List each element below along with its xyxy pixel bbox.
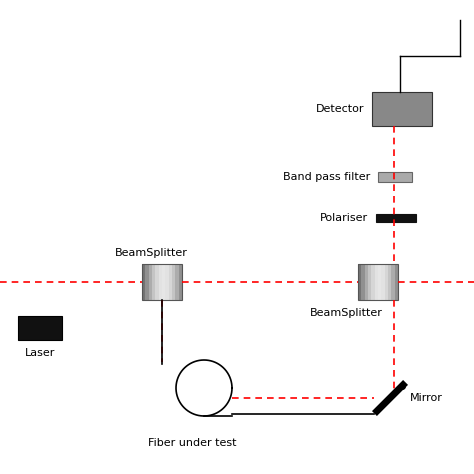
Bar (361, 264, 365, 300)
Bar (169, 264, 172, 300)
Bar (162, 264, 165, 300)
Text: Polariser: Polariser (320, 213, 368, 223)
Bar (395, 264, 398, 300)
Bar (172, 264, 175, 300)
Bar (175, 264, 179, 300)
Text: BeamSplitter: BeamSplitter (115, 248, 188, 258)
Text: BeamSplitter: BeamSplitter (310, 308, 383, 318)
Bar (372, 92, 432, 126)
Bar (179, 264, 182, 300)
Text: Detector: Detector (316, 104, 364, 114)
Bar (358, 264, 398, 300)
Bar (374, 264, 378, 300)
Bar (152, 264, 155, 300)
Bar (155, 264, 159, 300)
Bar (371, 264, 374, 300)
Bar (388, 264, 392, 300)
Bar (378, 264, 382, 300)
Bar (142, 264, 146, 300)
Text: Laser: Laser (25, 348, 55, 358)
Bar (142, 264, 182, 300)
Bar (159, 264, 162, 300)
Bar (382, 264, 385, 300)
Text: Band pass filter: Band pass filter (283, 172, 370, 182)
Bar (368, 264, 371, 300)
Bar (376, 214, 416, 222)
Bar (392, 264, 395, 300)
Text: Mirror: Mirror (410, 393, 443, 403)
Bar (385, 264, 388, 300)
Bar (18, 316, 62, 340)
Bar (365, 264, 368, 300)
Bar (358, 264, 361, 300)
Bar (378, 172, 412, 182)
Bar (146, 264, 149, 300)
Bar (149, 264, 152, 300)
Text: Fiber under test: Fiber under test (148, 438, 236, 448)
Bar (165, 264, 169, 300)
